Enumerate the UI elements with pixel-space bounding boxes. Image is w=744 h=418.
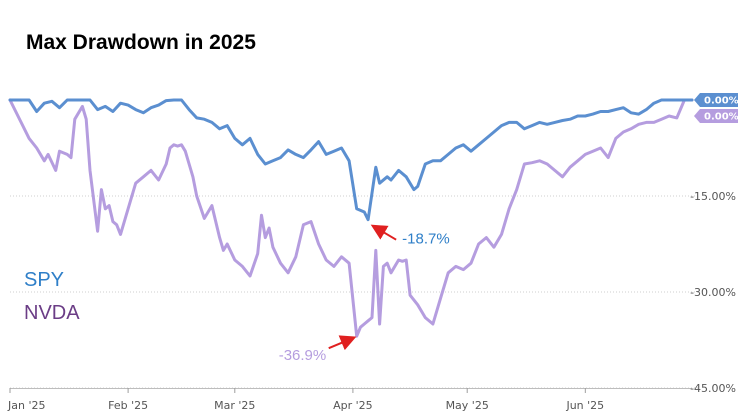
- end-badge-label: 0.00%: [704, 96, 739, 107]
- end-badge-nvda: 0.00%: [694, 109, 739, 123]
- annotation-nvda: -36.9%: [279, 335, 357, 364]
- series-line-spy: [8, 98, 694, 222]
- legend: SPY NVDA: [24, 269, 80, 324]
- annotation-arrow: [370, 224, 397, 241]
- x-tick-label: Apr '25: [333, 399, 373, 412]
- x-axis: Jan '25 Feb '25 Mar '25 Apr '25 May '25 Jun '…: [7, 388, 692, 412]
- y-tick-label: -30.00%: [690, 286, 736, 299]
- annotations: -18.7% -36.9%: [279, 224, 450, 364]
- end-value-badges: 0.00% 0.00%: [694, 93, 739, 123]
- annotation-label: -18.7%: [402, 231, 450, 248]
- y-tick-label: -45.00%: [690, 382, 736, 395]
- gridlines: [10, 195, 700, 389]
- y-axis: -15.00% -30.00% -45.00%: [690, 190, 736, 395]
- series-line-nvda: [8, 98, 694, 338]
- end-badge-label: 0.00%: [704, 112, 739, 123]
- annotation-spy: -18.7%: [370, 224, 450, 248]
- annotation-label: -36.9%: [279, 347, 327, 364]
- end-badge-spy: 0.00%: [694, 93, 739, 107]
- series-lines: [8, 98, 694, 338]
- y-tick-label: -15.00%: [690, 190, 736, 203]
- x-tick-label: Feb '25: [108, 399, 148, 412]
- legend-spy: SPY: [24, 269, 64, 291]
- annotation-arrow: [328, 335, 357, 351]
- x-tick-label: Mar '25: [214, 399, 255, 412]
- x-tick-label: Jun '25: [565, 399, 604, 412]
- x-tick-label: May '25: [446, 399, 489, 412]
- chart-title: Max Drawdown in 2025: [26, 31, 256, 54]
- legend-nvda: NVDA: [24, 302, 80, 324]
- x-tick-label: Jan '25: [7, 399, 45, 412]
